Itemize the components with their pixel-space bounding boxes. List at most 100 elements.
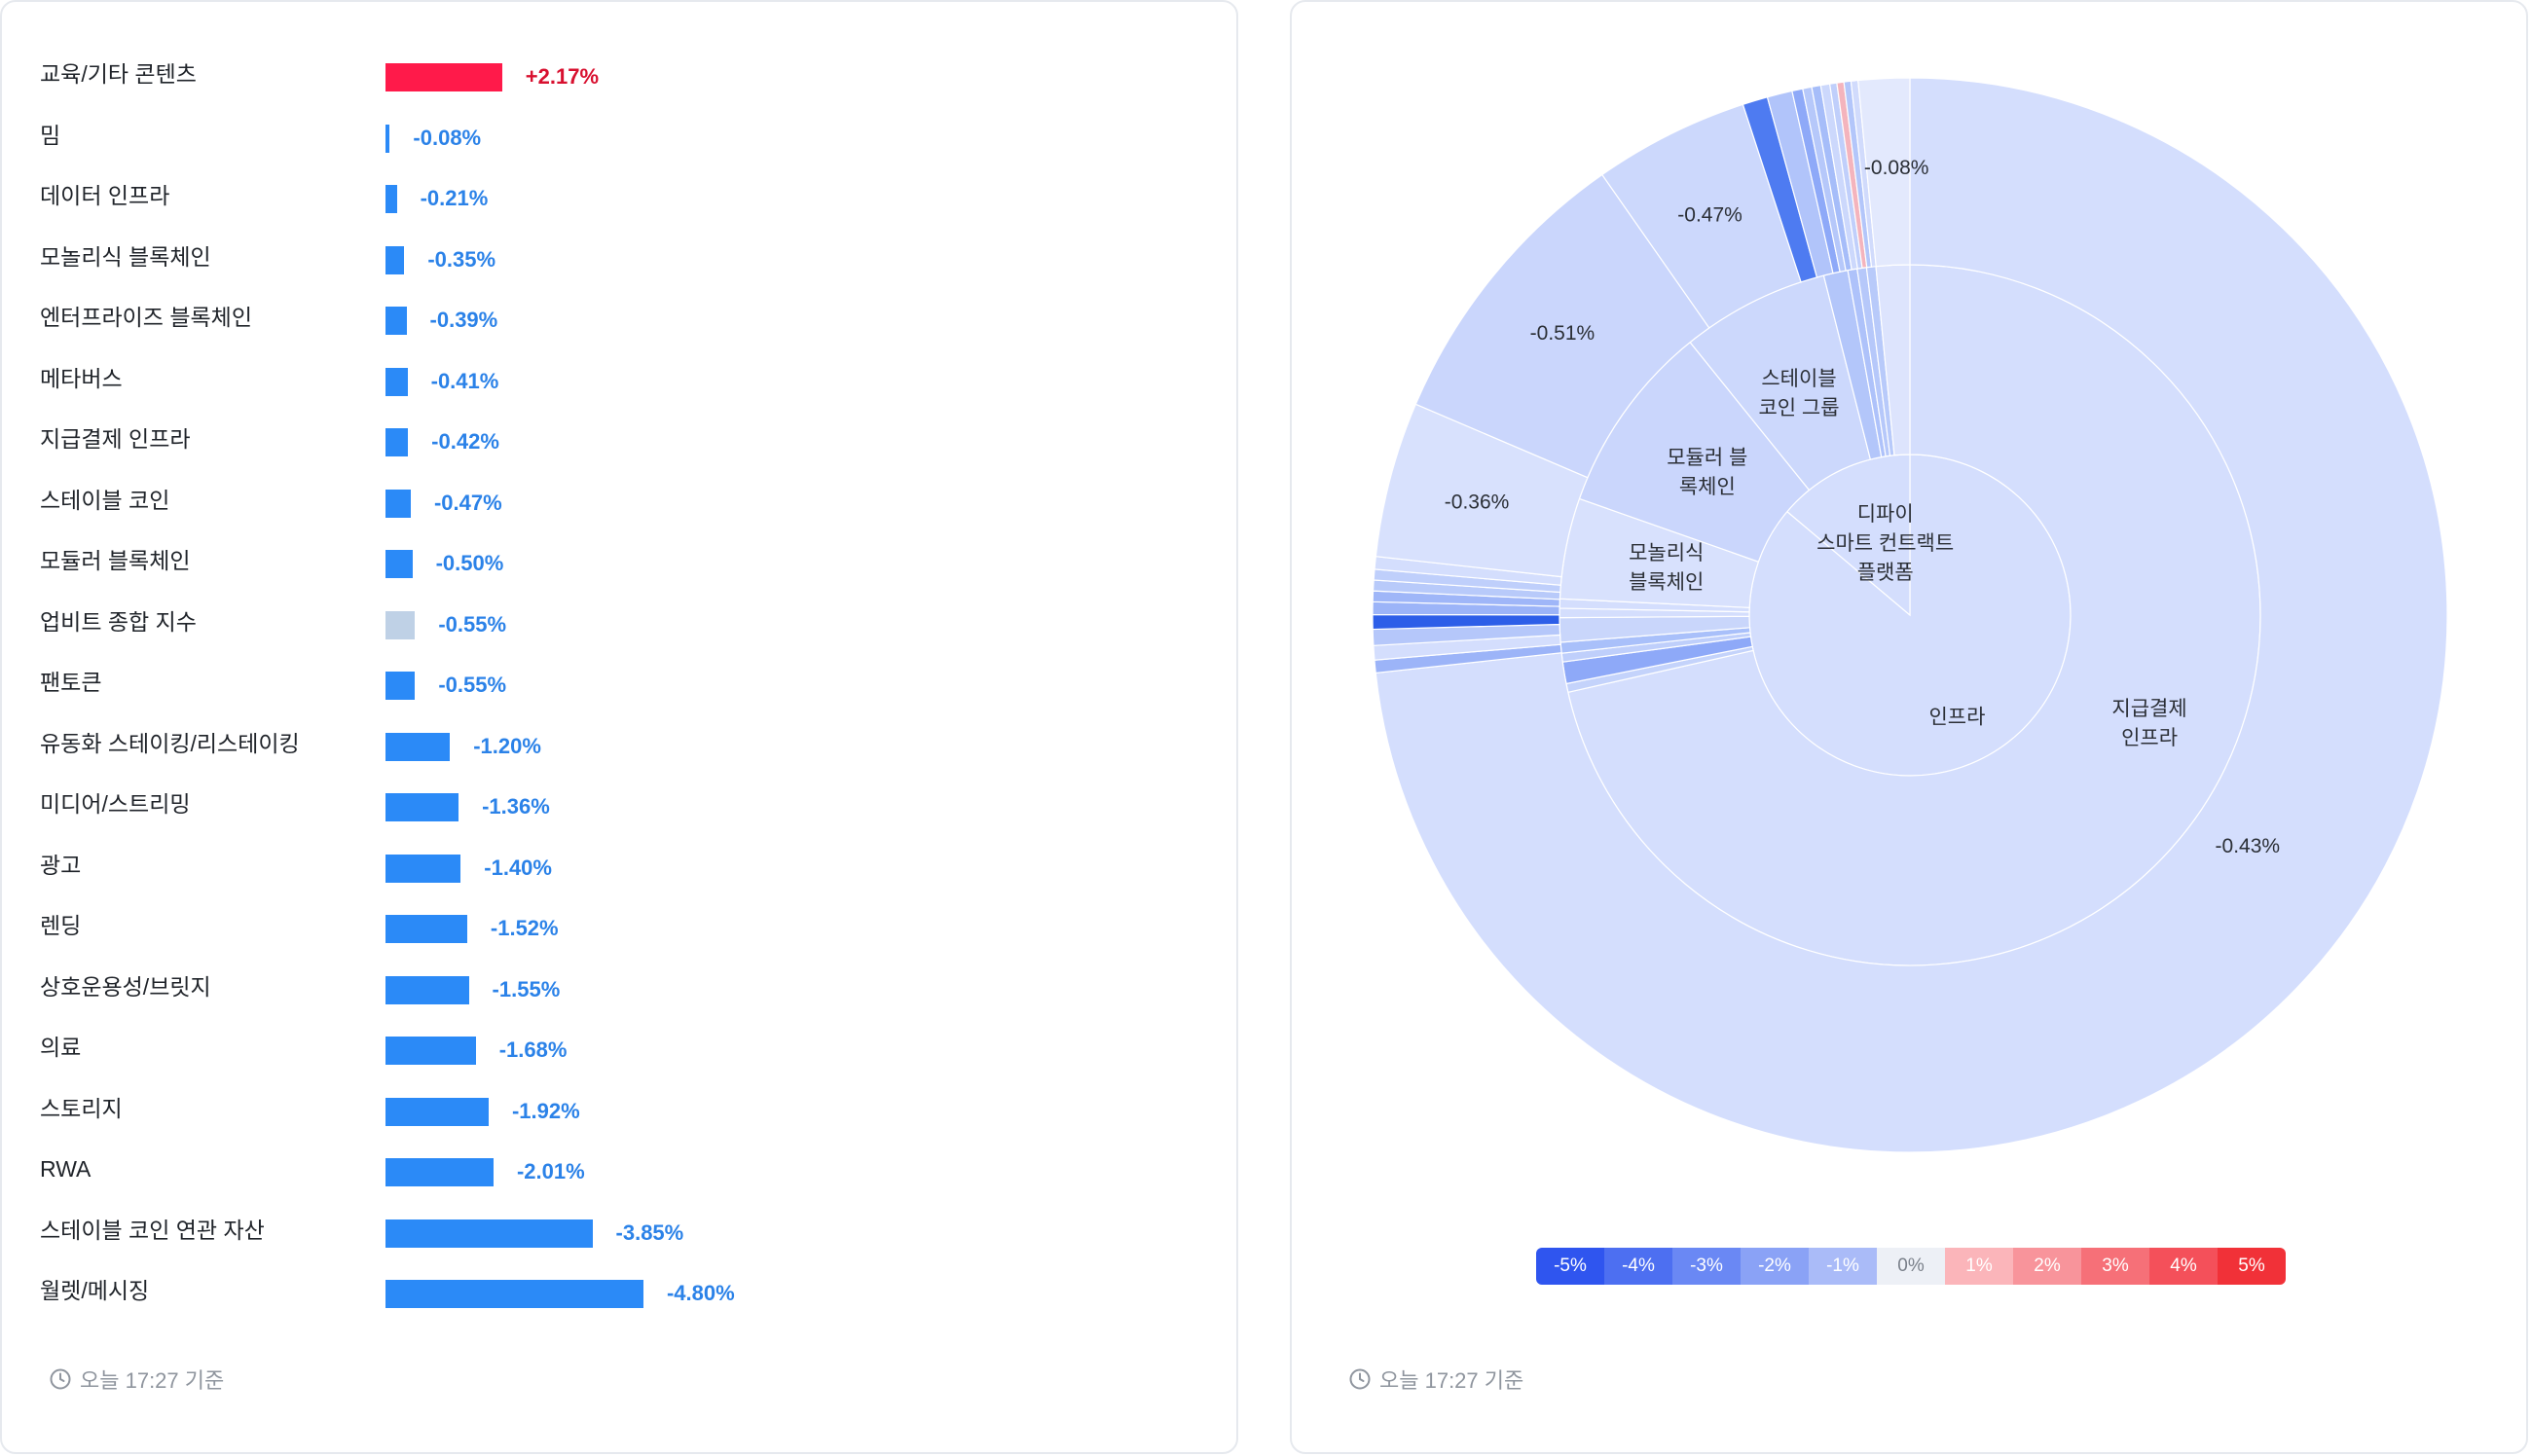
bar-chart-panel: 교육/기타 콘텐츠 +2.17% 밈 -0.08% 데이터 인프라 -0.21% 모놀리식 … — [0, 0, 1238, 1454]
bar-category-label: 월렛/메시징 — [40, 1278, 150, 1303]
bar-row: 렌딩 -1.52% — [2, 906, 1240, 945]
sunburst-label: 디파이 스마트 컨트랙트 플랫폼 — [1816, 503, 1954, 584]
bar-row: 엔터프라이즈 블록체인 -0.39% — [2, 298, 1240, 337]
bar[interactable] — [385, 672, 416, 700]
bar-value-label: -3.85% — [615, 1219, 684, 1245]
bar-row: 지급결제 인프라 -0.42% — [2, 419, 1240, 458]
bar-value-label: -4.80% — [666, 1281, 735, 1305]
legend-swatch: 0% — [1877, 1248, 1945, 1285]
clock-icon — [1349, 1368, 1371, 1390]
bar[interactable] — [385, 1158, 494, 1186]
sunburst-label: -0.47% — [1677, 203, 1742, 226]
bar[interactable] — [385, 732, 451, 761]
timestamp-text: 오늘 17:27 기준 — [80, 1368, 225, 1393]
timestamp-text: 오늘 17:27 기준 — [1379, 1368, 1524, 1393]
bar-category-label: 렌딩 — [40, 913, 82, 938]
bar-value-label: -1.92% — [511, 1098, 580, 1123]
bar-row: 업비트 종합 지수 -0.55% — [2, 602, 1240, 641]
bar-category-label: 모놀리식 블록체인 — [40, 243, 211, 270]
bar-row: 광고 -1.40% — [2, 846, 1240, 885]
bar-category-label: 스테이블 코인 — [40, 487, 170, 513]
bar-category-label: 유동화 스테이킹/리스테이킹 — [40, 730, 300, 756]
bar-row: 미디어/스트리밍 -1.36% — [2, 784, 1240, 823]
bar[interactable] — [385, 124, 390, 153]
bar-value-label: -0.55% — [438, 611, 507, 637]
bar-category-label: 엔터프라이즈 블록체인 — [40, 305, 252, 330]
bar[interactable] — [385, 1097, 489, 1126]
bar-row: 유동화 스테이킹/리스테이킹 -1.20% — [2, 724, 1240, 763]
legend-swatch: -3% — [1672, 1248, 1741, 1285]
bar[interactable] — [385, 1219, 593, 1248]
bar-value-label: -0.08% — [413, 125, 482, 150]
sunburst-label: 인프라 — [1928, 706, 1985, 728]
bar-category-label: 미디어/스트리밍 — [40, 791, 191, 817]
sunburst-label: -0.08% — [1864, 157, 1929, 179]
bar-row: 스토리지 -1.92% — [2, 1089, 1240, 1128]
bar-value-label: -1.52% — [490, 916, 559, 940]
bar[interactable] — [385, 307, 407, 335]
bar-category-label: 스테이블 코인 연관 자산 — [40, 1217, 265, 1243]
bar-value-label: -0.50% — [435, 551, 504, 575]
bar-row: 데이터 인프라 -0.21% — [2, 176, 1240, 215]
legend-swatch: -2% — [1741, 1248, 1809, 1285]
color-scale-legend: -5% -4% -3% -2% -1% 0% 1% 2% 3% 4% 5% — [1536, 1248, 2286, 1285]
bar-category-label: 스토리지 — [40, 1095, 123, 1121]
bar[interactable] — [385, 367, 408, 396]
bar-value-label: -0.39% — [429, 308, 498, 332]
bar-category-label: 업비트 종합 지수 — [40, 608, 197, 635]
bar-category-label: 지급결제 인프라 — [40, 426, 191, 452]
bar[interactable] — [385, 550, 413, 578]
bar[interactable] — [385, 1280, 643, 1308]
bar-value-label: -1.20% — [473, 733, 541, 758]
bar-row: 밈 -0.08% — [2, 116, 1240, 155]
bar-category-label: 메타버스 — [40, 365, 123, 391]
bar-value-label: +2.17% — [525, 64, 600, 89]
sunburst-label: 모듈러 블 록체인 — [1667, 447, 1747, 498]
bar[interactable] — [385, 610, 416, 639]
bar-row: 스테이블 코인 연관 자산 -3.85% — [2, 1211, 1240, 1250]
legend-swatch: 3% — [2081, 1248, 2149, 1285]
bar-value-label: -0.41% — [430, 368, 499, 393]
sunburst-outer-segment[interactable] — [1375, 77, 2448, 1153]
bar[interactable] — [385, 245, 405, 274]
bar-category-label: RWA — [40, 1156, 92, 1182]
legend-swatch: 5% — [2218, 1248, 2286, 1285]
bar-value-label: -0.55% — [438, 673, 507, 697]
bar-row: RWA -2.01% — [2, 1149, 1240, 1188]
bar[interactable] — [385, 428, 409, 456]
bar-category-label: 팬토큰 — [40, 670, 102, 695]
legend-swatch: -5% — [1536, 1248, 1604, 1285]
legend-swatch: 4% — [2149, 1248, 2218, 1285]
bar-category-label: 상호운용성/브릿지 — [40, 973, 211, 1000]
bar-value-label: -0.42% — [431, 429, 499, 454]
bar[interactable] — [385, 1037, 476, 1065]
bar-category-label: 밈 — [40, 122, 61, 148]
bar-value-label: -1.68% — [498, 1037, 568, 1062]
timestamp: 오늘 17:27 기준 — [1348, 1365, 1523, 1394]
bar[interactable] — [385, 854, 461, 883]
bar-category-label: 광고 — [40, 852, 82, 878]
sunburst-label: 스테이블 코인 그룹 — [1758, 368, 1839, 419]
sunburst-label: -0.43% — [2216, 835, 2281, 857]
sunburst-outer-segment[interactable] — [1857, 77, 1911, 268]
bar[interactable] — [385, 915, 467, 943]
sunburst-label: 지급결제 인프라 — [2111, 698, 2186, 749]
bar-value-label: -0.35% — [427, 246, 496, 272]
bar-category-label: 교육/기타 콘텐츠 — [40, 61, 197, 87]
bar[interactable] — [385, 793, 459, 821]
bar-row: 상호운용성/브릿지 -1.55% — [2, 967, 1240, 1006]
bar-value-label: -1.55% — [492, 976, 561, 1001]
bar-value-label: -0.47% — [433, 490, 502, 515]
bar-value-label: -1.36% — [482, 794, 550, 819]
bar[interactable] — [385, 185, 397, 213]
bar[interactable] — [385, 975, 469, 1004]
bar-row: 의료 -1.68% — [2, 1028, 1240, 1067]
sunburst-label: 모놀리식 블록체인 — [1629, 542, 1704, 594]
bar-row: 팬토큰 -0.55% — [2, 663, 1240, 702]
bar-value-label: -2.01% — [516, 1159, 585, 1183]
bar-row: 스테이블 코인 -0.47% — [2, 481, 1240, 520]
bar[interactable] — [385, 489, 411, 518]
legend-swatch: 1% — [1945, 1248, 2013, 1285]
bar[interactable] — [385, 63, 502, 91]
